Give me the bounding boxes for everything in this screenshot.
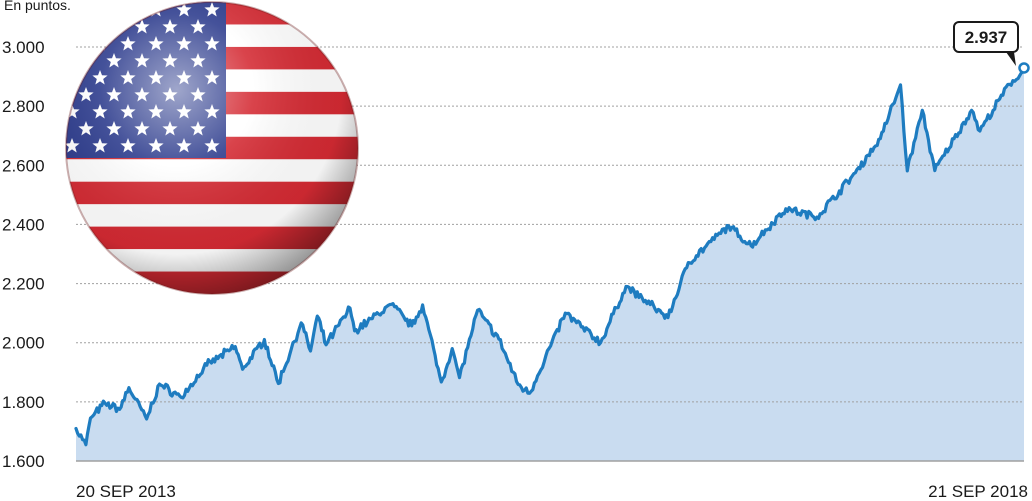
x-start-label: 20 SEP 2013 [76,482,176,501]
flag-star [92,2,108,17]
grid-lines [76,46,1024,462]
callout-label: 2.937 [965,28,1008,47]
y-tick-label: 1.800 [2,393,45,412]
y-tick-label: 2.800 [2,97,45,116]
callout-pointer [1006,52,1016,66]
flag-star [78,19,94,34]
flag-star [66,70,80,85]
y-tick-label: 3.000 [2,38,45,57]
y-tick-label: 2.200 [2,275,45,294]
x-end-label: 21 SEP 2018 [928,482,1028,501]
y-tick-label: 1.600 [2,452,45,471]
chart-subtitle: En puntos. [4,0,71,13]
usa-flag-sphere-icon [65,1,359,295]
y-axis-labels: 1.600 1.800 2.000 2.200 2.400 2.600 2.800 3.000 [2,38,45,471]
last-value-callout: 2.937 [953,21,1019,66]
y-tick-label: 2.400 [2,215,45,234]
flag-star [120,2,136,17]
series-line [74,66,1026,447]
callout-box [953,21,1019,53]
y-tick-label: 2.600 [2,156,45,175]
last-point-marker [1018,62,1030,74]
series-area [76,68,1024,461]
flag-star [66,36,80,51]
y-tick-label: 2.000 [2,334,45,353]
flag-star [106,19,122,34]
